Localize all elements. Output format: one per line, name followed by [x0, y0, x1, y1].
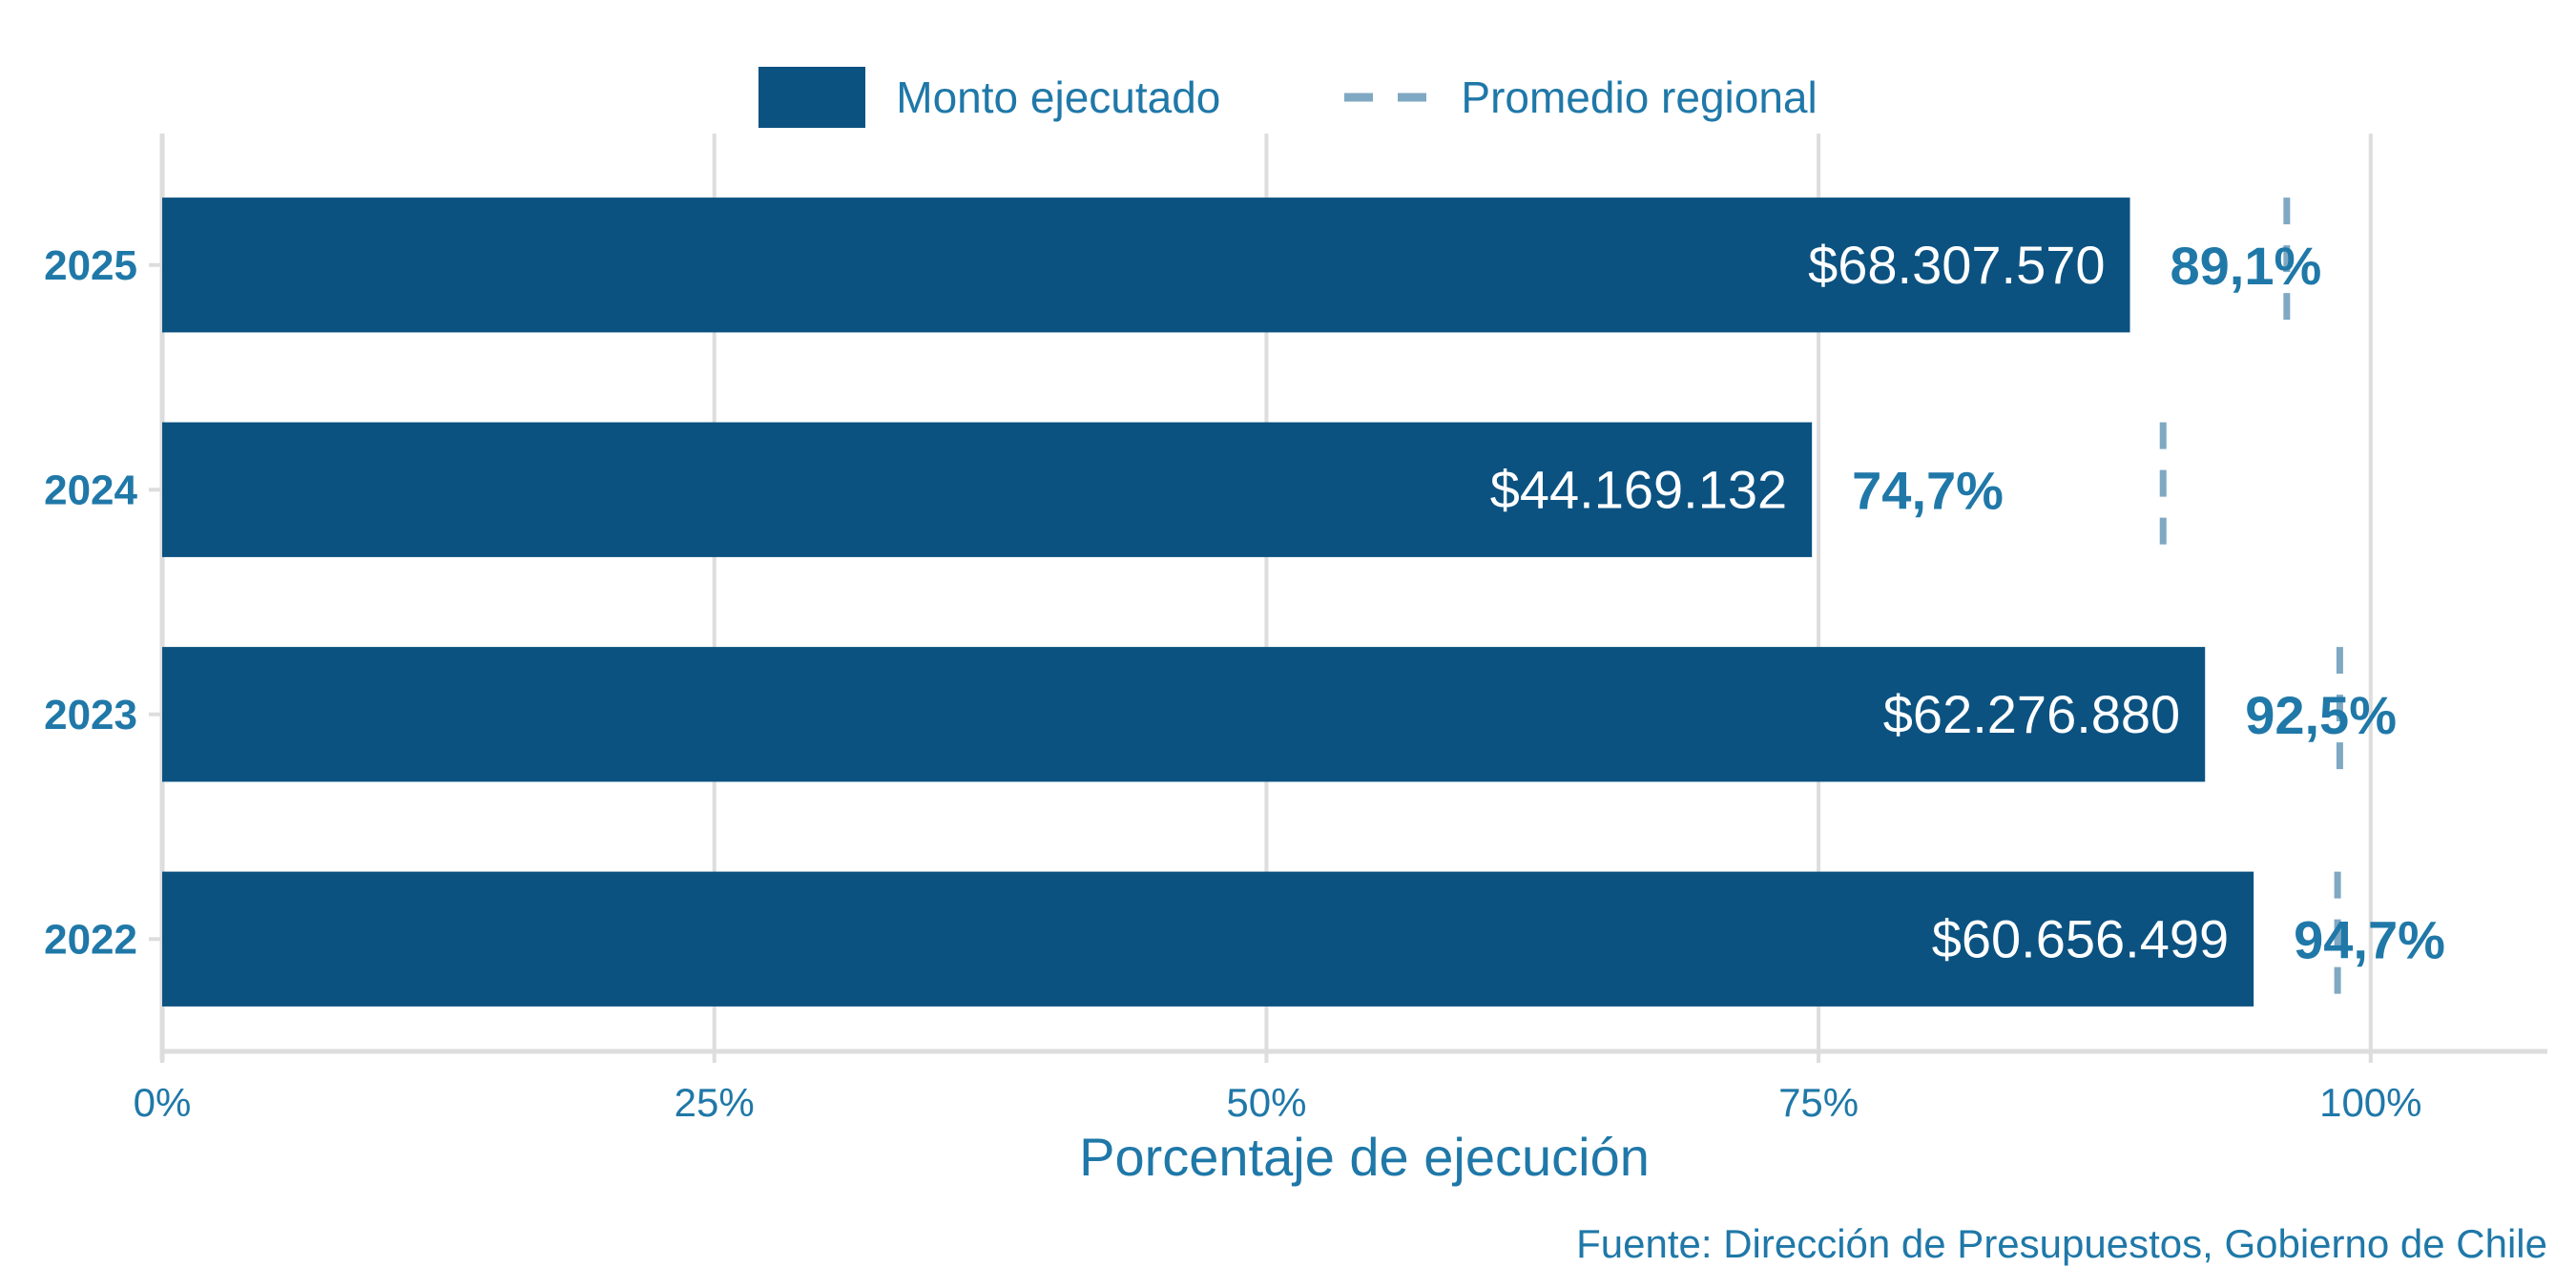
bar-percent-label: 92,5% [2245, 685, 2397, 745]
x-tick-label: 0% [134, 1080, 192, 1125]
legend-label-bar: Monto ejecutado [896, 73, 1221, 122]
y-tick-label: 2025 [44, 242, 137, 289]
x-tick-label: 25% [675, 1080, 755, 1125]
bar-percent-label: 89,1% [2171, 236, 2322, 296]
legend-swatch-bar [758, 67, 866, 128]
x-tick-label: 100% [2319, 1080, 2421, 1125]
legend-swatch-dash [1344, 93, 1431, 102]
bar-amount-label: $68.307.570 [1808, 235, 2105, 295]
bar [162, 197, 2130, 333]
bar-amount-label: $62.276.880 [1883, 684, 2180, 744]
y-tick-label: 2024 [44, 467, 137, 513]
bar [162, 871, 2254, 1007]
bar-percent-label: 94,7% [2294, 909, 2445, 969]
legend: Monto ejecutado Promedio regional [0, 67, 2576, 128]
x-tick-label: 50% [1226, 1080, 1306, 1125]
y-tick-label: 2022 [44, 916, 137, 963]
y-tick-label: 2023 [44, 692, 137, 738]
legend-item-regional: Promedio regional [1344, 67, 1818, 128]
bar [162, 647, 2206, 782]
bar-amount-label: $60.656.499 [1932, 908, 2229, 968]
x-axis-title: Porcentaje de ejecución [1079, 1127, 1650, 1187]
bar-amount-label: $44.169.132 [1490, 459, 1787, 519]
legend-item-bar: Monto ejecutado [758, 67, 1220, 128]
legend-label-regional: Promedio regional [1461, 73, 1818, 122]
x-tick-label: 75% [1778, 1080, 1859, 1125]
source-note: Fuente: Dirección de Presupuestos, Gobie… [1576, 1221, 2547, 1266]
bar [162, 422, 1813, 557]
bar-percent-label: 74,7% [1852, 460, 2004, 520]
